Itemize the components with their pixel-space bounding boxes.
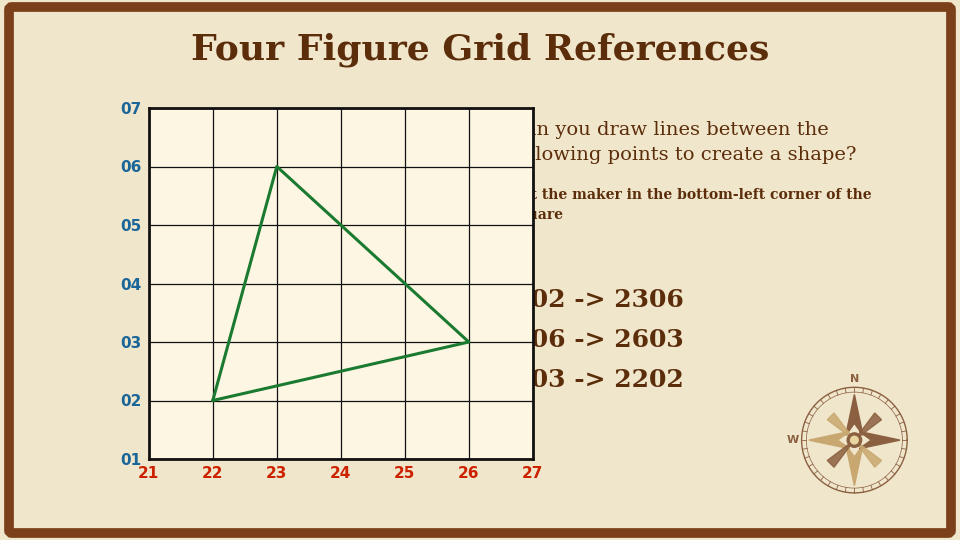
Text: 2306 -> 2603: 2306 -> 2603 — [496, 328, 684, 352]
Text: N: N — [850, 374, 859, 383]
Text: following points to create a shape?: following points to create a shape? — [510, 146, 856, 164]
Circle shape — [851, 436, 858, 444]
Circle shape — [847, 433, 861, 447]
Text: Four Figure Grid References: Four Figure Grid References — [191, 33, 769, 68]
Polygon shape — [854, 440, 881, 467]
Text: Can you draw lines between the: Can you draw lines between the — [510, 121, 828, 139]
Polygon shape — [828, 440, 854, 467]
Polygon shape — [846, 445, 863, 485]
Text: 2603 -> 2202: 2603 -> 2202 — [496, 368, 684, 392]
Polygon shape — [859, 431, 900, 449]
Text: square: square — [510, 208, 563, 222]
Polygon shape — [828, 413, 854, 440]
Polygon shape — [846, 395, 863, 435]
Polygon shape — [808, 431, 850, 449]
Text: 2202 -> 2306: 2202 -> 2306 — [496, 288, 684, 312]
Text: W: W — [787, 435, 799, 445]
Polygon shape — [854, 413, 881, 440]
Text: Put the maker in the bottom-left corner of the: Put the maker in the bottom-left corner … — [510, 188, 872, 202]
